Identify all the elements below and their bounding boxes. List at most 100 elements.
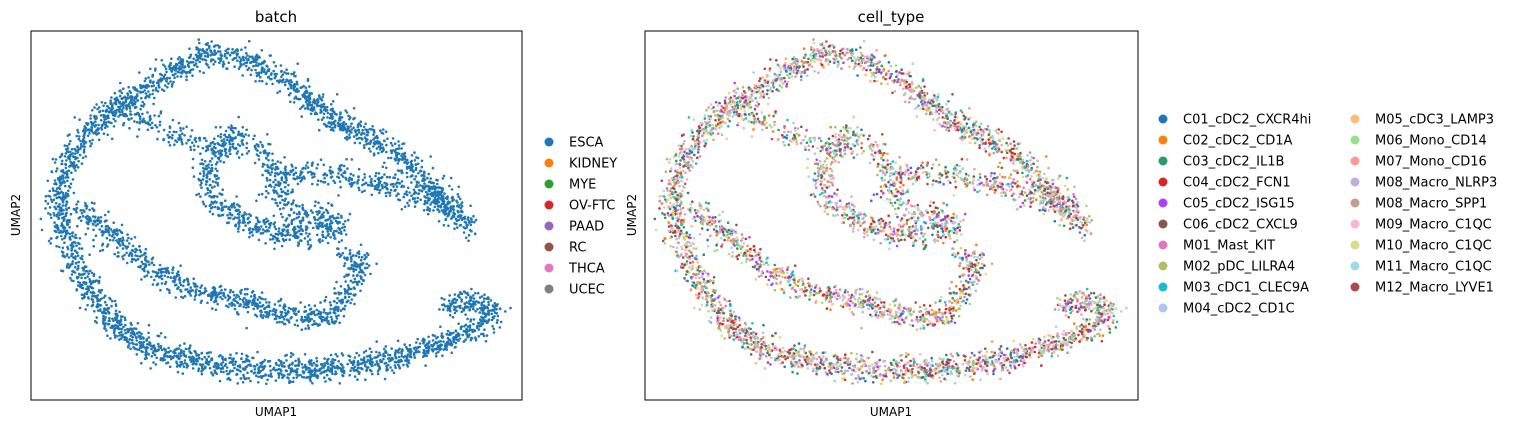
scatter-point xyxy=(236,382,240,385)
scatter-point xyxy=(412,347,416,350)
scatter-point xyxy=(301,203,304,207)
scatter-point xyxy=(200,357,204,361)
scatter-point xyxy=(138,244,141,248)
scatter-point xyxy=(331,117,334,120)
scatter-point xyxy=(85,292,89,296)
scatter-point xyxy=(148,119,152,122)
scatter-point xyxy=(89,114,92,117)
scatter-point xyxy=(469,320,472,323)
scatter-point xyxy=(197,367,201,371)
scatter-point xyxy=(102,296,106,299)
scatter-point xyxy=(122,121,126,125)
scatter-point xyxy=(168,135,172,139)
scatter-point xyxy=(403,161,406,164)
scatter-point xyxy=(330,121,334,124)
scatter-point xyxy=(220,144,223,147)
scatter-point xyxy=(130,331,133,335)
scatter-point xyxy=(152,102,155,106)
scatter-point xyxy=(61,238,64,241)
scatter-point xyxy=(123,335,127,339)
scatter-point xyxy=(304,164,308,167)
scatter-point xyxy=(405,190,408,193)
scatter-point xyxy=(468,221,471,225)
scatter-point xyxy=(310,164,314,167)
scatter-point xyxy=(224,363,228,366)
scatter-point xyxy=(287,364,291,368)
scatter-point xyxy=(381,184,384,188)
scatter-point xyxy=(369,358,373,361)
scatter-point xyxy=(215,291,218,294)
scatter-point xyxy=(344,122,348,126)
scatter-point xyxy=(125,106,128,110)
scatter-point xyxy=(292,218,296,221)
scatter-point xyxy=(253,294,256,298)
scatter-point xyxy=(487,313,491,316)
scatter-point xyxy=(390,369,394,372)
scatter-point xyxy=(219,133,223,136)
scatter-point xyxy=(220,201,224,205)
scatter-point xyxy=(174,275,178,279)
scatter-point xyxy=(221,297,224,301)
scatter-point xyxy=(92,274,96,278)
scatter-point xyxy=(133,102,137,106)
scatter-point xyxy=(278,320,281,324)
scatter-point xyxy=(123,253,126,257)
scatter-point xyxy=(385,175,389,179)
scatter-point xyxy=(76,284,80,287)
scatter-point xyxy=(273,247,276,251)
scatter-point xyxy=(181,58,184,61)
scatter-point xyxy=(192,57,195,61)
scatter-point xyxy=(80,257,84,261)
scatter-point xyxy=(322,116,325,119)
scatter-point xyxy=(480,319,483,323)
scatter-point xyxy=(166,275,170,279)
scatter-point xyxy=(238,364,242,367)
scatter-point xyxy=(65,229,69,233)
scatter-point xyxy=(247,134,250,137)
scatter-point xyxy=(86,218,90,221)
scatter-point xyxy=(129,113,132,116)
scatter-point xyxy=(246,310,250,314)
scatter-point xyxy=(360,138,364,141)
scatter-point xyxy=(357,366,361,370)
scatter-point xyxy=(100,126,103,130)
scatter-point xyxy=(40,228,44,232)
scatter-point xyxy=(176,57,180,61)
scatter-point xyxy=(271,309,274,313)
scatter-point xyxy=(353,302,356,306)
scatter-point xyxy=(145,274,149,277)
scatter-point xyxy=(192,144,196,147)
scatter-point xyxy=(180,351,183,354)
scatter-point xyxy=(72,191,76,195)
scatter-point xyxy=(402,185,406,188)
scatter-point xyxy=(324,219,328,222)
scatter-point xyxy=(235,195,238,198)
scatter-point xyxy=(78,147,82,151)
scatter-point xyxy=(277,230,281,233)
scatter-point xyxy=(245,292,249,296)
scatter-point xyxy=(64,162,67,166)
scatter-point xyxy=(362,125,366,129)
scatter-point xyxy=(256,228,260,232)
scatter-point xyxy=(320,317,323,321)
scatter-point xyxy=(147,353,151,356)
panel-batch: batch UMAP1 UMAP2 ESCAKIDNEYMYEOV-FTCPAA… xyxy=(9,8,617,419)
scatter-point xyxy=(144,92,148,95)
scatter-point xyxy=(80,219,83,222)
scatter-point xyxy=(221,65,225,68)
scatter-point xyxy=(266,360,270,363)
scatter-point xyxy=(122,106,125,110)
scatter-point xyxy=(196,47,199,50)
scatter-point xyxy=(374,363,377,366)
scatter-point xyxy=(315,233,319,237)
scatter-point xyxy=(318,104,321,108)
scatter-point xyxy=(273,241,277,245)
scatter-point xyxy=(224,135,228,139)
scatter-point xyxy=(394,173,397,176)
scatter-point xyxy=(391,144,394,147)
scatter-point xyxy=(315,308,319,312)
scatter-point xyxy=(65,195,69,198)
scatter-point xyxy=(152,346,155,349)
scatter-point xyxy=(242,216,246,220)
scatter-point xyxy=(265,82,268,85)
